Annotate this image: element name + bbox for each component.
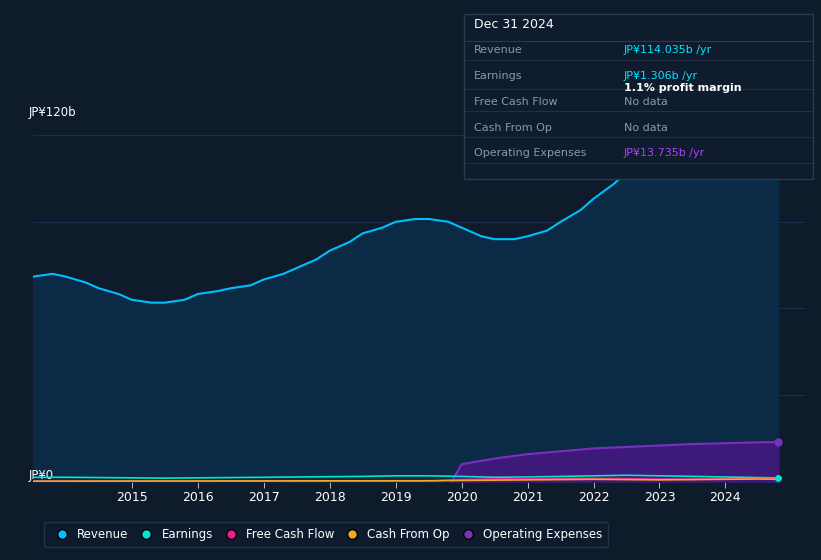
Text: JP¥120b: JP¥120b [29, 106, 76, 119]
Text: No data: No data [624, 123, 667, 133]
Text: JP¥1.306b /yr: JP¥1.306b /yr [624, 71, 698, 81]
Text: Dec 31 2024: Dec 31 2024 [474, 18, 553, 31]
Text: JP¥114.035b /yr: JP¥114.035b /yr [624, 45, 712, 55]
Text: JP¥0: JP¥0 [29, 469, 54, 482]
Text: Earnings: Earnings [474, 71, 522, 81]
Legend: Revenue, Earnings, Free Cash Flow, Cash From Op, Operating Expenses: Revenue, Earnings, Free Cash Flow, Cash … [44, 522, 608, 547]
Text: Operating Expenses: Operating Expenses [474, 148, 586, 158]
Text: Free Cash Flow: Free Cash Flow [474, 97, 557, 107]
Text: JP¥13.735b /yr: JP¥13.735b /yr [624, 148, 705, 158]
Text: No data: No data [624, 97, 667, 107]
Text: Revenue: Revenue [474, 45, 522, 55]
Text: Cash From Op: Cash From Op [474, 123, 552, 133]
Text: 1.1% profit margin: 1.1% profit margin [624, 83, 741, 94]
